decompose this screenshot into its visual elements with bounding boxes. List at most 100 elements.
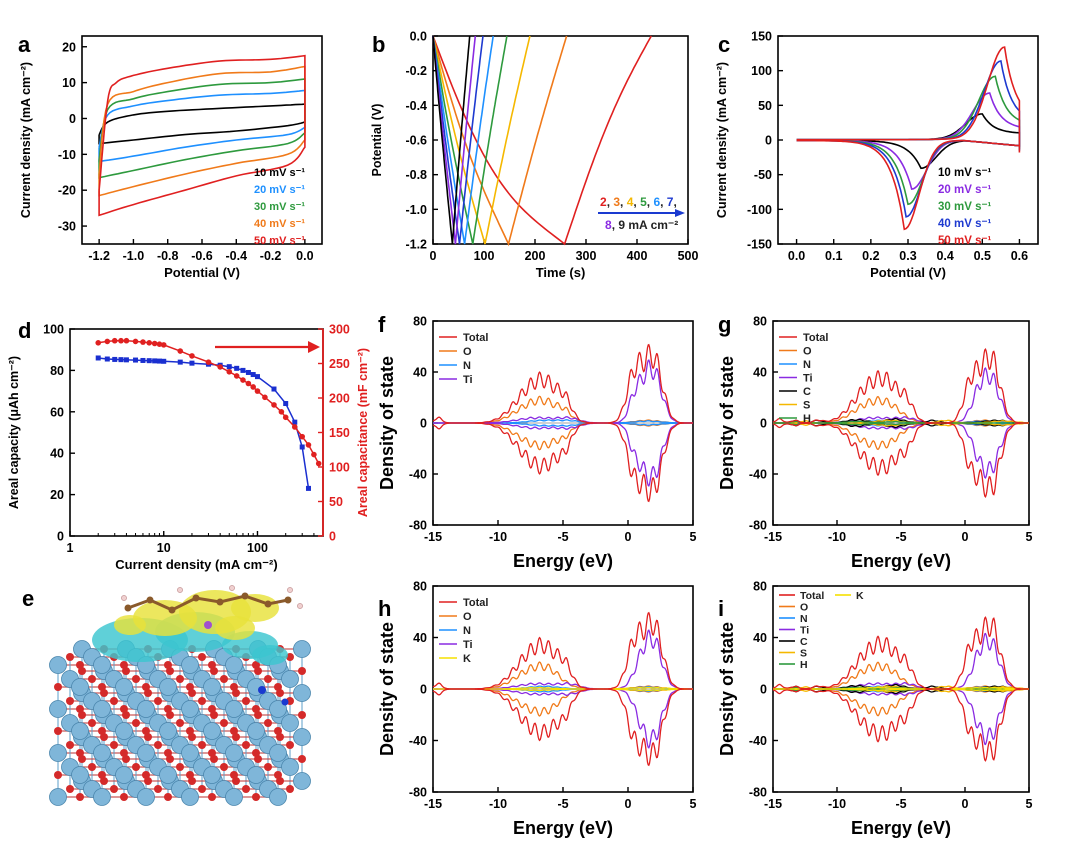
x-tick-label: 0.0 xyxy=(296,249,313,263)
o-atom xyxy=(252,749,260,757)
x-tick-label: 5 xyxy=(1026,530,1033,544)
o-atom xyxy=(230,771,238,779)
ti-atom xyxy=(247,722,265,740)
data-point xyxy=(118,357,124,363)
o-atom xyxy=(274,771,282,779)
o-atom xyxy=(164,661,172,669)
x-tick-label: -0.6 xyxy=(191,249,213,263)
cv-curve xyxy=(98,78,306,179)
x-tick-label: -5 xyxy=(895,797,906,811)
y-tick-label: -0.6 xyxy=(405,134,427,148)
legend-entry: 30 mV s⁻¹ xyxy=(254,201,305,213)
data-point xyxy=(250,384,256,390)
y-axis-title: Density of state xyxy=(377,356,397,490)
data-point xyxy=(104,338,111,345)
x-tick-label: -15 xyxy=(764,797,782,811)
ti-atom xyxy=(93,700,111,718)
x-tick-label: 0.4 xyxy=(936,249,953,263)
x-tick-label: 5 xyxy=(690,530,697,544)
data-point xyxy=(132,338,139,345)
ti-atom xyxy=(93,788,111,806)
x-tick-label: -10 xyxy=(828,530,846,544)
o-atom xyxy=(186,683,194,691)
o-atom xyxy=(88,675,96,683)
legend-entry: Ti xyxy=(463,374,473,386)
rate-series-line xyxy=(98,357,310,489)
y-tick-label: 0 xyxy=(760,683,767,697)
o-atom xyxy=(264,763,272,771)
dos-spin-down-curve xyxy=(773,688,1029,692)
legend-entry: 50 mV s⁻¹ xyxy=(254,235,305,247)
carbon-atom xyxy=(192,594,200,602)
legend-entry: N xyxy=(803,359,811,371)
y-tick-label: -0.4 xyxy=(405,99,427,113)
dos-spin-up-curve xyxy=(772,348,1029,424)
data-point xyxy=(177,359,183,365)
o-atom xyxy=(164,749,172,757)
o-atom xyxy=(98,771,106,779)
data-point xyxy=(305,442,312,448)
legend-entry: N xyxy=(463,360,471,372)
ti-atom xyxy=(115,722,133,740)
y-axis-title: Current density (mA cm⁻²) xyxy=(715,62,729,218)
o-atom xyxy=(110,697,118,705)
o-atom xyxy=(66,653,74,661)
y-tick-label: 40 xyxy=(753,366,767,380)
ti-atom xyxy=(293,684,311,702)
dos-spin-down-curve xyxy=(433,422,693,487)
dos-spin-down-curve xyxy=(432,422,693,503)
data-point xyxy=(299,433,306,440)
o-atom xyxy=(76,749,84,757)
annotation-part: , xyxy=(647,195,654,209)
legend-entry: N xyxy=(463,625,471,637)
x-axis-title: Energy (eV) xyxy=(513,551,613,571)
ti-atom xyxy=(203,766,221,784)
y-tick-label: 0 xyxy=(420,683,427,697)
o-atom xyxy=(298,711,306,719)
data-point xyxy=(311,451,317,458)
gcd-curve xyxy=(432,35,652,246)
legend-entry: Ti xyxy=(463,639,473,651)
data-point xyxy=(140,339,146,345)
o-atom xyxy=(66,697,74,705)
o-atom xyxy=(252,661,260,669)
ti-atom xyxy=(49,700,67,718)
nitrogen-atom xyxy=(281,698,289,706)
ti-atom xyxy=(269,700,287,718)
ti-atom xyxy=(159,766,177,784)
data-point xyxy=(151,340,158,347)
annotation-part: , xyxy=(673,195,676,209)
o-atom xyxy=(98,727,106,735)
y-axis-title: Density of state xyxy=(717,356,737,490)
data-point xyxy=(233,373,240,379)
gcd-curve xyxy=(432,35,477,245)
x-tick-label: 0 xyxy=(962,530,969,544)
chart-h: h -15 -10 -5 0 5 -80 -40 0 40 80 Energy (eV) Density… xyxy=(377,580,697,839)
data-point xyxy=(95,355,101,361)
x-axis-title: Potential (V) xyxy=(870,265,946,280)
o-atom xyxy=(54,727,62,735)
y2-axis-title: Areal capacitance (mF cm⁻²) xyxy=(356,348,370,517)
x-tick-label: -10 xyxy=(489,530,507,544)
x-axis-title: Energy (eV) xyxy=(851,818,951,838)
o-atom xyxy=(252,793,260,801)
ti-atom xyxy=(269,788,287,806)
x-tick-label: -5 xyxy=(895,530,906,544)
legend-entry: K xyxy=(856,590,864,602)
charge-density-isosurface xyxy=(215,616,255,640)
y-axis-title: Areal capacity (μAh cm⁻²) xyxy=(7,356,21,509)
ti-atom xyxy=(159,678,177,696)
x-tick-label: -1.2 xyxy=(88,249,110,263)
x-tick-label: 0 xyxy=(430,249,437,263)
y-tick-label: -20 xyxy=(58,184,76,198)
gcd-curve xyxy=(432,35,471,245)
x-tick-label: 300 xyxy=(576,249,597,263)
y-tick-label: -10 xyxy=(58,148,76,162)
legend-entry: 20 mV s⁻¹ xyxy=(254,184,305,196)
ti-atom xyxy=(49,788,67,806)
annotation-part: 8 xyxy=(605,218,612,232)
y-tick-label: -40 xyxy=(749,734,767,748)
ti-atom xyxy=(137,700,155,718)
ti-atom xyxy=(49,744,67,762)
x-tick-label: 0 xyxy=(962,797,969,811)
